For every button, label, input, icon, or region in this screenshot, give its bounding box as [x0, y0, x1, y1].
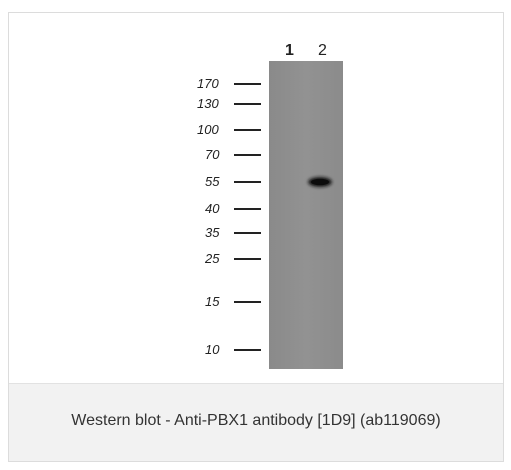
blot-membrane: [269, 61, 343, 369]
marker-label-25: 25: [204, 251, 220, 266]
figure-caption: Western blot - Anti-PBX1 antibody [1D9] …: [71, 412, 441, 429]
marker-label-70: 70: [205, 147, 220, 162]
lane-label-1: 1: [285, 42, 294, 59]
caption-bar: Western blot - Anti-PBX1 antibody [1D9] …: [9, 383, 503, 461]
marker-label-15: 15: [205, 294, 220, 309]
molecular-weight-ladder: 170 130 100 70 55 40 35 25 15 10: [197, 76, 261, 357]
figure-card: 1 2 170 130 100 70 55 40 35 25: [8, 12, 504, 462]
lane-label-2: 2: [318, 42, 327, 59]
western-blot-image: 1 2 170 130 100 70 55 40 35 25: [197, 42, 343, 369]
marker-label-40: 40: [205, 201, 220, 216]
marker-label-55: 55: [205, 174, 220, 189]
western-blot-figure-area: 1 2 170 130 100 70 55 40 35 25: [9, 13, 503, 383]
marker-label-100: 100: [197, 122, 219, 137]
marker-label-130: 130: [197, 96, 219, 111]
marker-label-35: 35: [205, 225, 220, 240]
protein-band-lane-2: [308, 177, 332, 187]
marker-label-10: 10: [205, 342, 220, 357]
marker-label-170: 170: [197, 76, 219, 91]
